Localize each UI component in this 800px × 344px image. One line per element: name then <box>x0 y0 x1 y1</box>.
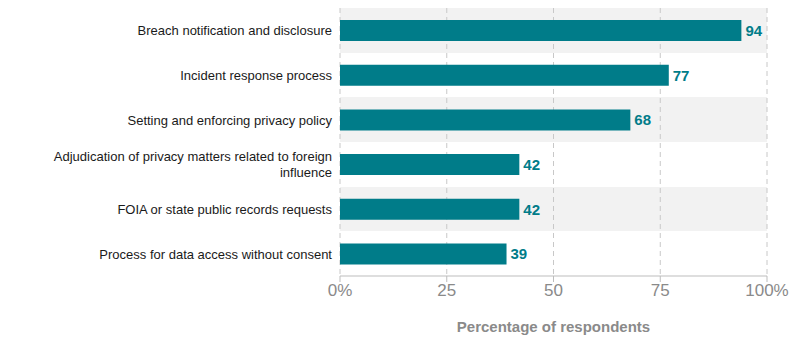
svg-text:Incident response process: Incident response process <box>180 68 332 83</box>
svg-text:Process for data access withou: Process for data access without consent <box>99 246 332 261</box>
svg-text:Setting and enforcing privacy: Setting and enforcing privacy policy <box>127 112 332 127</box>
svg-text:Percentage of respondents: Percentage of respondents <box>457 318 650 335</box>
svg-text:39: 39 <box>511 245 528 262</box>
svg-text:68: 68 <box>634 111 651 128</box>
svg-text:FOIA or state public records r: FOIA or state public records requests <box>117 202 332 217</box>
svg-text:77: 77 <box>673 67 690 84</box>
svg-text:25: 25 <box>437 281 456 300</box>
svg-text:0%: 0% <box>328 281 353 300</box>
svg-text:100%: 100% <box>745 281 788 300</box>
svg-text:42: 42 <box>523 156 540 173</box>
svg-text:50: 50 <box>544 281 563 300</box>
svg-text:94: 94 <box>745 22 762 39</box>
svg-text:75: 75 <box>651 281 670 300</box>
svg-text:Adjudication of privacy matter: Adjudication of privacy matters related … <box>54 149 332 180</box>
svg-text:Breach notification and disclo: Breach notification and disclosure <box>138 23 332 38</box>
svg-text:42: 42 <box>523 201 540 218</box>
